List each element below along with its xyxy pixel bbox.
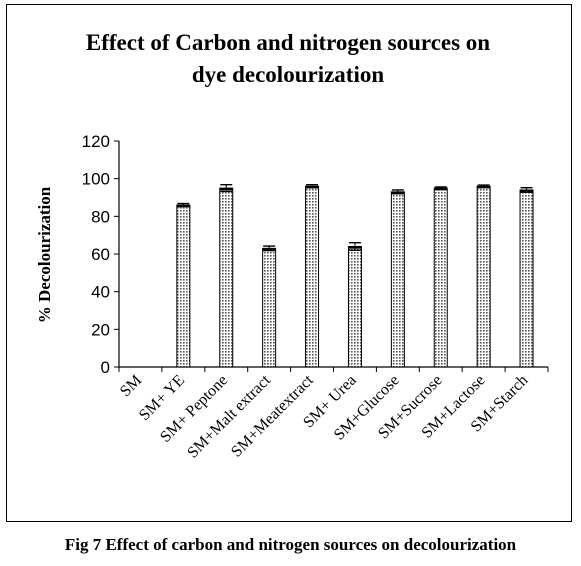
y-axis-label: % Decolourization	[35, 186, 54, 323]
y-tick-label: 0	[101, 358, 110, 377]
axes	[114, 140, 549, 372]
bar	[476, 185, 491, 368]
y-tick-label: 100	[82, 170, 110, 189]
bar	[262, 247, 277, 368]
bar	[305, 185, 320, 368]
chart-title-line-1: Effect of Carbon and nitrogen sources on	[86, 30, 490, 55]
y-tick-label: 60	[91, 245, 110, 264]
y-tick-label: 20	[91, 320, 110, 339]
bar	[219, 187, 234, 368]
bar	[519, 189, 534, 368]
x-tick-label: SM	[117, 372, 145, 400]
chart-title-line-2: dye decolourization	[192, 62, 384, 87]
bar	[433, 187, 448, 368]
figure-caption: Fig 7 Effect of carbon and nitrogen sour…	[64, 535, 517, 554]
y-tick-label: 80	[91, 207, 110, 226]
chart: Effect of Carbon and nitrogen sources on…	[35, 30, 549, 462]
y-tick-label: 40	[91, 283, 110, 302]
y-tick-label: 120	[82, 132, 110, 151]
bar	[176, 204, 191, 368]
bars	[176, 183, 534, 368]
bar	[390, 191, 405, 368]
bar	[347, 245, 362, 368]
